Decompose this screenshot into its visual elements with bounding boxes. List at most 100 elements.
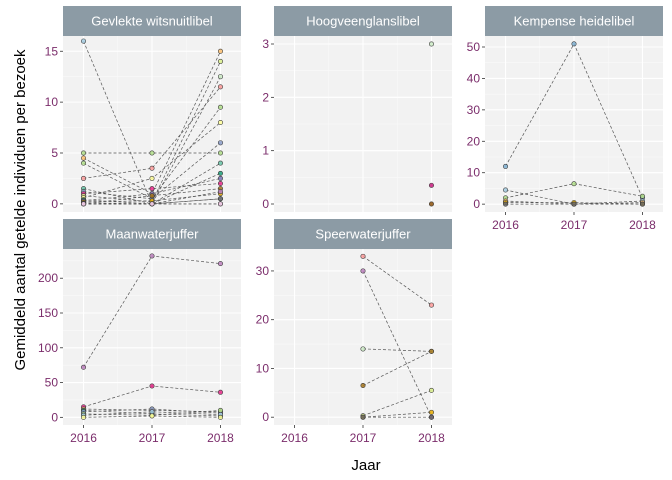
- x-axis-title: Jaar: [351, 457, 380, 474]
- y-tick-label: 20: [467, 134, 481, 148]
- data-point: [428, 41, 434, 47]
- data-point: [217, 170, 223, 176]
- data-point: [217, 84, 223, 90]
- data-point: [149, 186, 155, 192]
- data-point: [503, 201, 509, 207]
- data-point: [503, 187, 509, 193]
- series-line: [505, 202, 643, 205]
- data-point: [217, 181, 223, 187]
- series-line: [362, 390, 432, 417]
- x-tick-label: 2016: [70, 431, 97, 445]
- panel-0: Gevlekte witsnuitlibel 0 5 10 15: [45, 6, 241, 212]
- panel-title: Gevlekte witsnuitlibel: [91, 14, 212, 29]
- series-line: [83, 86, 221, 179]
- series-line: [362, 348, 432, 352]
- data-point: [217, 160, 223, 166]
- x-tick-label: 2016: [281, 431, 308, 445]
- data-point: [217, 414, 223, 420]
- series-line: [83, 183, 221, 195]
- data-point: [217, 201, 223, 207]
- panel-4: Speerwaterjuffer 0 10 20 30 2016 2017 2018: [256, 219, 452, 445]
- data-point: [217, 58, 223, 64]
- y-tick-label: 0: [262, 197, 269, 211]
- data-point: [149, 413, 155, 419]
- data-point: [149, 253, 155, 259]
- x-tick-label: 2018: [418, 431, 445, 445]
- x-tick-label: 2017: [561, 218, 588, 232]
- y-tick-label: 0: [51, 410, 58, 424]
- y-axis-title: Gemiddeld aantal getelde individuen per …: [12, 49, 29, 371]
- y-tick-label: 10: [45, 95, 59, 109]
- x-tick-label: 2018: [207, 431, 234, 445]
- data-point: [428, 348, 434, 354]
- y-tick-label: 2: [262, 90, 269, 104]
- y-tick-label: 30: [467, 103, 481, 117]
- data-point: [428, 409, 434, 415]
- y-tick-label: 150: [38, 306, 58, 320]
- x-tick-label: 2018: [629, 218, 656, 232]
- y-tick-label: 100: [38, 341, 58, 355]
- y-tick-label: 0: [473, 197, 480, 211]
- panel-title: Maanwaterjuffer: [106, 227, 200, 242]
- y-tick-label: 0: [51, 197, 58, 211]
- panel-2: Kempense heidelibel 0 10 20 30 40 50 2016 2017 20…: [467, 6, 663, 232]
- data-point: [81, 364, 87, 370]
- y-tick-label: 1: [262, 144, 269, 158]
- y-tick-label: 0: [262, 410, 269, 424]
- panels-layer: Gevlekte witsnuitlibel051015Hoogveenglan…: [38, 6, 663, 445]
- panel-strip: [274, 6, 452, 36]
- x-tick-label: 2017: [139, 431, 166, 445]
- series-line: [362, 411, 432, 418]
- data-point: [81, 160, 87, 166]
- x-tick-label: 2016: [492, 218, 519, 232]
- series-line: [83, 410, 221, 417]
- y-tick-label: 15: [45, 44, 59, 58]
- series-line: [83, 142, 221, 200]
- panel-title: Speerwaterjuffer: [315, 227, 411, 242]
- y-tick-label: 5: [51, 146, 58, 160]
- series-line: [83, 188, 221, 205]
- data-point: [360, 253, 366, 259]
- data-point: [81, 155, 87, 161]
- data-point: [149, 150, 155, 156]
- data-point: [639, 201, 645, 207]
- y-tick-label: 10: [467, 166, 481, 180]
- series-line: [83, 61, 221, 203]
- data-point: [428, 387, 434, 393]
- series-line: [505, 189, 643, 205]
- series-line: [505, 200, 643, 205]
- y-tick-label: 200: [38, 271, 58, 285]
- data-point: [571, 41, 577, 47]
- data-point: [428, 414, 434, 420]
- panel-strip: [485, 6, 663, 36]
- series-line: [362, 351, 432, 386]
- panel-strip: [63, 219, 241, 249]
- data-point: [149, 201, 155, 207]
- data-point: [149, 165, 155, 171]
- data-point: [360, 268, 366, 274]
- data-point: [217, 175, 223, 181]
- data-point: [217, 389, 223, 395]
- data-point: [428, 201, 434, 207]
- data-point: [360, 414, 366, 420]
- panel-strip: [63, 6, 241, 36]
- data-point: [217, 261, 223, 267]
- data-point: [149, 193, 155, 199]
- x-tick-label: 2017: [350, 431, 377, 445]
- data-point: [428, 182, 434, 188]
- data-point: [81, 201, 87, 207]
- data-point: [360, 383, 366, 389]
- data-point: [149, 409, 155, 415]
- series-line: [83, 198, 221, 205]
- series-line: [83, 408, 221, 413]
- y-tick-label: 10: [256, 361, 270, 375]
- panel-3: Maanwaterjuffer 0 50 100 150 200 2016 2017 2018: [38, 219, 241, 445]
- series-line: [505, 183, 643, 199]
- y-tick-label: 50: [45, 376, 59, 390]
- data-point: [217, 48, 223, 54]
- data-point: [571, 201, 577, 207]
- data-point: [217, 150, 223, 156]
- y-tick-label: 40: [467, 71, 481, 85]
- panel-title: Hoogveenglanslibel: [306, 14, 420, 29]
